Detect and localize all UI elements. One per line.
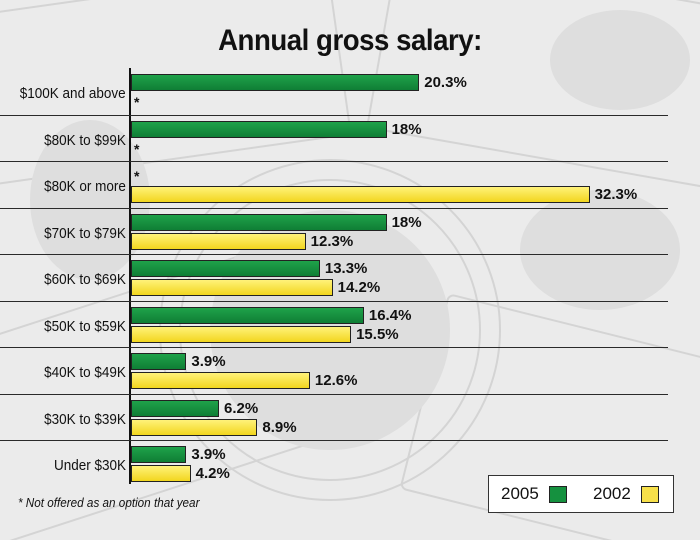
- row-divider: [0, 161, 668, 162]
- bar-2002: [131, 465, 191, 482]
- data-label-2002: 14.2%: [337, 279, 381, 296]
- row-divider: [0, 393, 668, 395]
- row-divider: [0, 440, 668, 441]
- category-label: $40K to $49K: [44, 364, 126, 381]
- row-divider: [0, 347, 668, 348]
- bar-2002: [131, 186, 590, 203]
- row-divider: [0, 114, 668, 116]
- data-label-2005: 18%: [391, 213, 422, 231]
- category-label: $80K or more: [44, 178, 126, 195]
- legend: 2005 2002: [488, 475, 674, 513]
- category-label: $100K and above: [20, 85, 126, 102]
- data-label-2005: 16.4%: [368, 306, 412, 324]
- legend-label-2005: 2005: [501, 484, 539, 503]
- row-divider: [0, 254, 668, 255]
- category-label: $30K to $39K: [44, 410, 126, 428]
- category-label: $70K to $79K: [44, 224, 126, 242]
- data-label-2005: 18%: [391, 120, 422, 138]
- bar-2005: [131, 446, 187, 463]
- category-label: $60K to $69K: [44, 271, 126, 288]
- bar-2005: [131, 74, 420, 91]
- legend-swatch-2002: [641, 486, 659, 503]
- bar-2002: [131, 418, 258, 436]
- data-label-2005: 13.3%: [324, 260, 368, 277]
- data-label-2002: 8.9%: [262, 418, 297, 436]
- bar-2005: [131, 306, 364, 324]
- category-label: $80K to $99K: [44, 131, 126, 149]
- data-label-2005: 20.3%: [424, 74, 467, 91]
- not-offered-marker: *: [134, 168, 140, 184]
- bar-2005: [131, 353, 187, 370]
- row-divider: [0, 207, 668, 209]
- data-label-2005: 3.9%: [191, 353, 226, 370]
- bar-2002: [131, 232, 306, 250]
- bar-2005: [131, 399, 220, 417]
- bar-2002: [131, 279, 333, 296]
- data-label-2002: 12.3%: [310, 232, 354, 250]
- data-label-2005: 6.2%: [224, 399, 259, 417]
- data-label-2002: 12.6%: [314, 372, 358, 389]
- data-label-2002: 15.5%: [356, 325, 399, 343]
- bar-2002: [131, 325, 352, 343]
- footnote: * Not offered as an option that year: [18, 495, 200, 510]
- legend-label-2002: 2002: [593, 484, 631, 503]
- bar-2005: [131, 213, 387, 231]
- data-label-2002: 32.3%: [594, 186, 638, 203]
- category-label: $50K to $59K: [44, 317, 126, 335]
- chart-title: Annual gross salary:: [218, 24, 482, 57]
- data-label-2002: 4.2%: [195, 465, 230, 482]
- legend-swatch-2005: [549, 486, 567, 503]
- bar-2002: [131, 372, 310, 389]
- category-label: Under $30K: [53, 457, 126, 474]
- row-divider: [0, 300, 668, 302]
- bar-2005: [131, 260, 320, 277]
- category-axis: [129, 68, 131, 484]
- not-offered-marker: *: [134, 94, 140, 110]
- not-offered-marker: *: [134, 140, 140, 157]
- data-label-2005: 3.9%: [191, 446, 226, 463]
- bar-2005: [131, 120, 387, 138]
